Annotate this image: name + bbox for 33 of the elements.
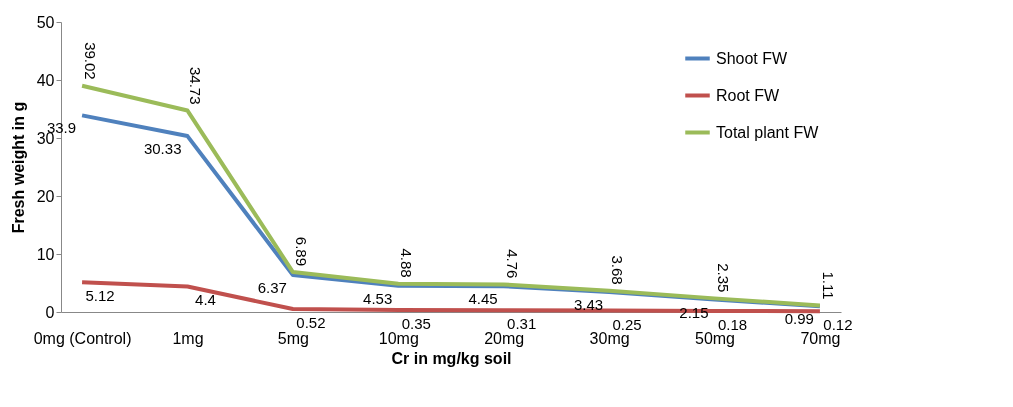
data-label: 0.52 [296, 313, 326, 331]
legend-label: Shoot FW [716, 49, 789, 67]
data-label: 30.33 [143, 140, 182, 158]
x-tick-label: 10mg [378, 329, 419, 347]
y-tick-label: 20 [36, 187, 55, 205]
y-tick-label: 10 [36, 245, 55, 263]
data-label: 4.45 [468, 290, 498, 308]
data-label: 4.53 [363, 289, 393, 307]
data-label: 2.15 [679, 303, 709, 321]
x-tick-label: 0mg (Control) [33, 329, 132, 347]
legend-label: Total plant FW [716, 123, 820, 141]
y-axis-title: Fresh weight in g [9, 101, 27, 234]
data-label: 4.88 [398, 248, 416, 278]
data-label: 5.12 [85, 287, 115, 305]
data-label: 34.73 [187, 67, 205, 105]
x-tick-label: 1mg [172, 329, 204, 347]
y-tick-label: 50 [36, 13, 55, 31]
y-tick-label: 40 [36, 71, 55, 89]
legend-label: Root FW [716, 86, 781, 104]
data-label: 0.99 [784, 310, 814, 328]
data-label: 4.76 [503, 249, 521, 279]
data-label: 0.35 [401, 314, 431, 332]
data-label: 4.4 [195, 291, 216, 309]
x-tick-label: 5mg [277, 329, 309, 347]
data-label: 3.68 [609, 255, 627, 285]
data-label: 3.43 [573, 296, 604, 314]
data-label: 1.11 [819, 271, 837, 300]
y-tick-label: 0 [45, 303, 55, 321]
x-axis-title: Cr in mg/kg soil [391, 349, 512, 367]
data-label: 2.35 [714, 263, 732, 293]
data-label: 6.89 [292, 236, 310, 267]
data-label: 39.02 [82, 42, 100, 80]
data-label: 6.37 [257, 279, 287, 297]
